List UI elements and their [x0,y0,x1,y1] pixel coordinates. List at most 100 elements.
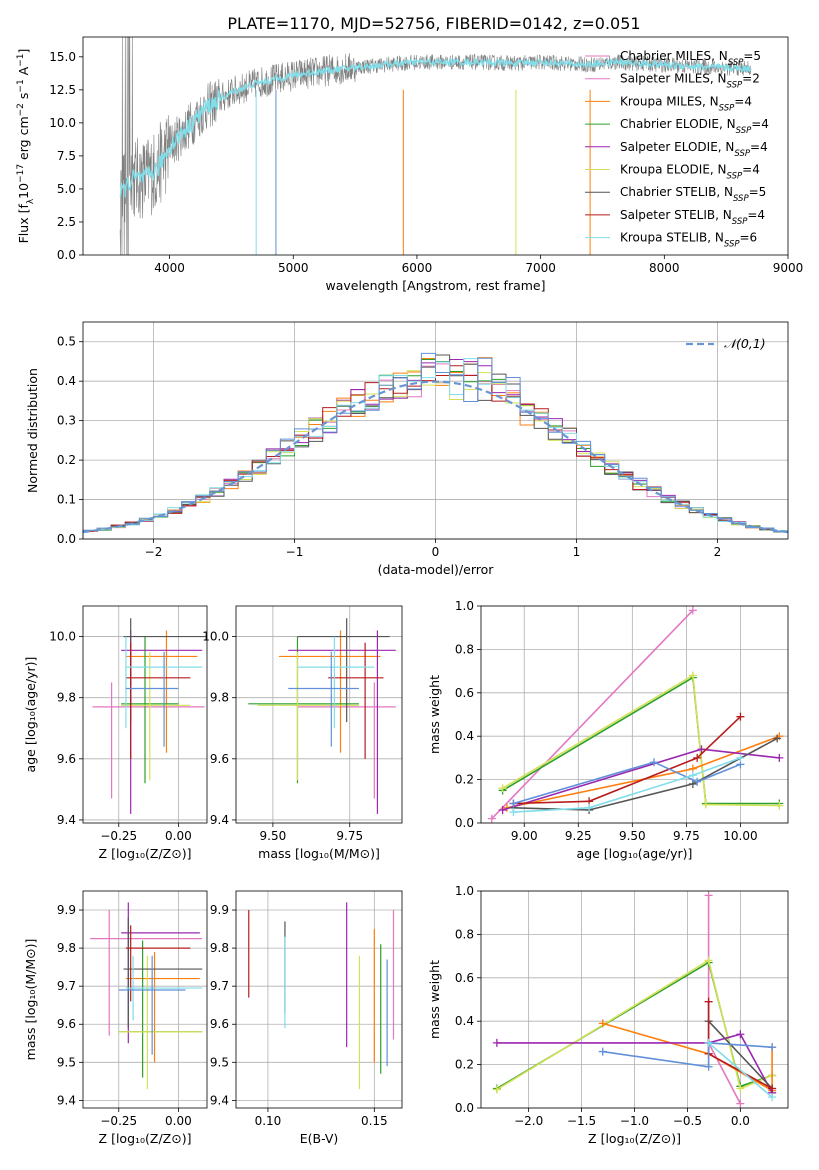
legend-entry: Salpeter MILES, NSSP=2 [620,72,760,91]
weight-series [513,761,741,805]
x-tick-label: 9000 [773,261,804,275]
weight-series [708,1042,773,1098]
weight-point [736,712,745,721]
weight-point [492,1085,501,1094]
y-tick-label: 1.0 [455,884,474,898]
legend-name: Kroupa STELIB, N [620,231,724,245]
y-tick-label: 9.4 [57,1093,76,1107]
legend-sub: SSP [719,103,735,113]
y-tick-label: 0.0 [57,248,76,262]
normal-curve [82,380,789,534]
y-tick-label: 0.8 [455,927,474,941]
weight-point [688,771,697,780]
legend-name: Kroupa MILES, N [620,94,719,108]
axes-frame [235,605,403,824]
axes-frame [235,890,403,1109]
x-axis-label: mass [log₁₀(M/M⊙)] [258,846,380,861]
y-tick-label: 0.4 [57,374,76,388]
weight-point [649,758,658,767]
x-tick-label: −0.25 [100,829,137,843]
legend-value: =4 [734,94,752,108]
x-tick-label: 5000 [278,261,309,275]
y-tick-label: 2.5 [57,215,76,229]
weight-series [602,1022,773,1092]
axes-frame [82,890,208,1109]
y-label-part: ] [16,49,31,54]
residuals-panel: −2 −1 0 1 2 0.0 0.1 0.2 0.3 0.4 0.5 (data-model)/er… [25,321,789,577]
histogram-step [82,352,788,539]
legend-entry: Salpeter ELODIE, NSSP=4 [620,140,768,159]
y-tick-label: 9.8 [210,691,229,705]
x-tick-label: 9.75 [336,829,363,843]
y-tick-label: 9.6 [57,1017,76,1031]
x-tick-label: 2 [714,545,722,559]
y-tick-label: 0.2 [455,1058,474,1072]
weight-series [602,1042,773,1068]
y-label-part: s [16,93,31,104]
weight-series [502,674,780,807]
x-tick-label: 10.00 [723,829,757,843]
y-label-part: 10 [16,183,31,199]
weight-vs-metallicity-panel: −2.0 −1.5 −1.0 −0.5 0.0 0.0 0.2 0.4 0.6 0.8 1.0 Z [… [427,884,789,1146]
legend-sub: SSP [734,149,750,159]
y-tick-label: 9.5 [210,1055,229,1069]
legend-sub: SSP [727,81,743,91]
weight-point [688,671,697,680]
x-tick-label: −1.5 [567,1114,596,1128]
y-tick-label: 9.8 [57,691,76,705]
weight-point [688,606,697,615]
y-label-part: −17 [16,164,26,183]
y-tick-label: 0.0 [57,532,76,546]
weight-point [736,1030,745,1039]
x-tick-label: −2.0 [514,1114,543,1128]
legend-sub: SSP [727,172,743,182]
y-tick-label: 0.4 [455,729,474,743]
y-tick-label: 9.4 [57,813,76,827]
y-tick-label: 0.1 [57,493,76,507]
y-axis-label: age [log₁₀(age/yr)] [23,657,38,773]
weight-point [498,805,507,814]
weight-series [513,737,778,811]
y-tick-label: 0.2 [57,453,76,467]
axes-frame [82,321,789,540]
x-tick-label: 0.0 [731,1114,750,1128]
weight-point [768,1043,777,1052]
y-label-part: Flux [f [16,204,31,244]
weight-point [704,1062,713,1071]
legend-entry: Kroupa ELODIE, NSSP=4 [620,163,760,182]
x-tick-label: 0.00 [165,829,192,843]
legend-value: =4 [750,140,768,154]
weight-point [688,779,697,788]
x-axis-label: Z [log₁₀(Z/Z⊙)] [99,846,192,861]
legend-name: Salpeter STELIB, N [620,208,732,222]
y-tick-label: 9.7 [210,979,229,993]
y-axis-label: Flux [fλ10−17 erg cm−2 s−1 A−1] [16,49,36,244]
axes-frame [82,605,208,824]
x-tick-label: 6000 [402,261,433,275]
y-tick-label: 0.3 [57,414,76,428]
legend-name: Chabrier STELIB, N [620,185,733,199]
weight-point [697,745,706,754]
axes-frame [480,890,789,1109]
mass-vs-metallicity-panel: −0.25 0.00 9.4 9.5 9.6 9.7 9.8 9.9 Z [log₁₀(Z/Z⊙… [23,890,208,1146]
y-tick-label: 0.0 [455,816,474,830]
y-tick-label: 0.0 [455,1101,474,1115]
x-axis-label: Z [log₁₀(Z/Z⊙)] [99,1131,192,1146]
model-spectrum [119,57,752,198]
weight-point [704,1038,713,1047]
y-tick-label: 0.6 [455,686,474,700]
legend-name: Kroupa ELODIE, N [620,163,727,177]
weight-point [736,1084,745,1093]
weight-point [509,799,518,808]
y-label-part: −1 [16,79,26,92]
y-tick-label: 9.6 [57,752,76,766]
weight-point [704,956,713,965]
weight-series [708,1020,773,1090]
y-label-part: erg cm [16,116,31,164]
weight-point [701,800,710,809]
x-tick-label: −0.5 [673,1114,702,1128]
y-label-part: −1 [16,54,26,67]
x-tick-label: 7000 [525,261,556,275]
legend-entry: Chabrier MILES, NSSP=5 [620,49,761,68]
